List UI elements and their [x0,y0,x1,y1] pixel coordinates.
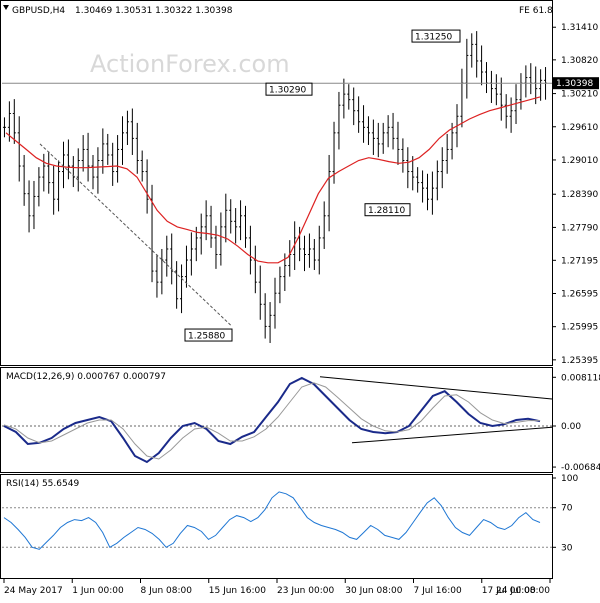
header-symbol: GBPUSD,H4 [12,6,65,16]
price-annotation-box [411,29,461,43]
current-price-label: 1.30398 [556,79,593,89]
x-axis-tick-label: 24 Jul 08:00 [496,586,550,596]
price-y-tick-label: 1.27790 [561,223,598,233]
macd-panel-frame [0,367,553,473]
axis-layer: 1.31410 1.30820 1.30210 1.29610 1.29010 1.283… [3,23,600,596]
macd-macd-line [3,376,541,464]
x-axis-tick-label: 17 Jul 00:00 [482,586,536,596]
x-axis-tick-label: 30 Jun 08:00 [345,586,402,596]
x-axis-tick-label: 15 Jun 16:00 [209,586,266,596]
rsi-layer [2,491,552,550]
macd-upper-trendline [319,376,553,400]
macd-y-tick-label: 0.00 [561,422,581,432]
price-y-tick-label: 1.31410 [561,23,598,33]
rsi-y-tick-label: 30 [561,543,573,553]
price-y-tick-label: 1.29010 [561,156,598,166]
macd-y-tick-label: -0.006844 [561,463,600,473]
macd-signal-line [3,382,540,460]
watermark-text: ActionForex.com [90,50,290,78]
price-y-tick-label: 1.28390 [561,190,598,200]
rsi-line [3,491,541,550]
price-y-tick-label: 1.29610 [561,123,598,133]
header-ohlc: 1.30469 1.30531 1.30322 1.30398 [75,6,233,16]
rsi-title: RSI(14) 55.6549 [6,479,79,489]
x-axis-tick-label: 23 Jun 00:00 [277,586,334,596]
x-axis-tick-label: 8 Jun 08:00 [141,586,193,596]
price-annotation-box [184,328,233,342]
price-annotation-label: 1.30290 [269,86,306,96]
rsi-y-tick-label: 100 [561,474,578,484]
price-annotation-box [364,203,411,217]
price-layer: 1.31250 1.30290 1.28110 1.25880 [2,29,552,343]
current-price-tag [553,77,599,90]
price-y-tick-label: 1.26595 [561,289,598,299]
macd-y-tick-label: 0.008118 [561,373,600,383]
rsi-y-tick-label: 70 [561,504,573,514]
price-y-tick-label: 1.30210 [561,90,598,100]
price-annotation-label: 1.31250 [415,33,452,43]
price-annotation-box [265,82,313,96]
price-y-tick-label: 1.30820 [561,56,598,66]
x-axis-tick-label: 24 May 2017 [4,586,63,596]
macd-lower-trendline [351,426,553,444]
x-axis-tick-label: 1 Jun 00:00 [72,586,124,596]
price-y-tick-label: 1.27195 [561,256,598,266]
price-y-tick-label: 1.25995 [561,323,598,333]
price-trendline [39,143,233,327]
x-axis-tick-label: 7 Jul 16:00 [414,586,463,596]
price-annotation-label: 1.28110 [368,206,405,216]
header-marker-icon [3,5,9,10]
header-indicator: FE 61.8 [519,6,553,16]
moving-average-line [5,96,541,264]
macd-layer [2,376,553,464]
rsi-panel-frame [0,474,553,579]
macd-title: MACD(12,26,9) 0.000767 0.000797 [6,372,166,382]
price-y-tick-label: 1.25395 [561,356,598,366]
price-annotation-label: 1.25880 [188,332,225,342]
